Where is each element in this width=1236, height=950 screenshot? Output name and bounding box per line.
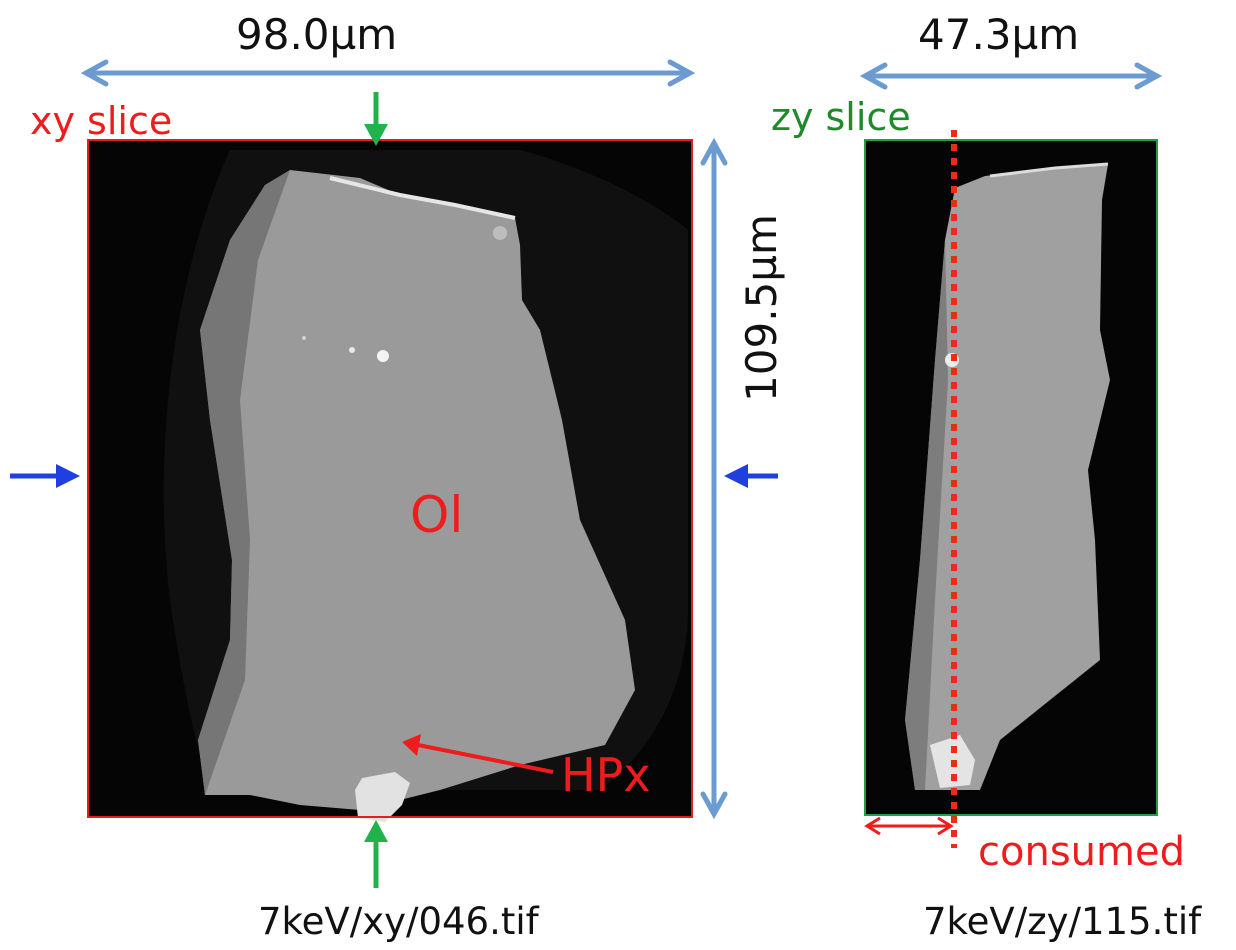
consumed-label: consumed xyxy=(978,829,1185,875)
bright-speck xyxy=(493,226,507,240)
xy-width-arrow xyxy=(80,59,696,87)
xy-slice-frame xyxy=(87,139,693,818)
consumed-width-arrow xyxy=(864,816,954,836)
xy-height-arrow xyxy=(700,137,728,820)
xy-slice-image xyxy=(88,140,692,822)
left-slice-marker-arrow xyxy=(10,464,80,488)
bright-speck xyxy=(302,336,306,340)
xy-slice-label: xy slice xyxy=(30,99,173,143)
hpx-label: HPx xyxy=(561,748,651,802)
xy-width-label: 98.0µm xyxy=(236,10,398,59)
hpx-inclusion xyxy=(355,772,410,822)
olivine-crystal xyxy=(198,170,635,810)
zy-slice-image xyxy=(865,140,1157,815)
zy-width-arrow xyxy=(859,62,1163,90)
xy-height-label: 109.5µm xyxy=(737,214,786,402)
zy-filename-label: 7keV/zy/115.tif xyxy=(923,900,1202,943)
zy-slice-label: zy slice xyxy=(771,95,911,139)
top-slice-marker-arrow xyxy=(364,92,388,146)
xy-filename-label: 7keV/xy/046.tif xyxy=(258,900,539,943)
zy-width-label: 47.3µm xyxy=(918,10,1080,59)
bright-speck xyxy=(377,350,389,362)
zy-slice-frame xyxy=(864,139,1158,816)
zy-crystal xyxy=(905,164,1110,790)
olivine-label: Ol xyxy=(410,486,464,544)
bottom-slice-marker-arrow xyxy=(364,820,388,888)
bright-speck xyxy=(349,347,355,353)
right-slice-marker-arrow xyxy=(724,464,778,488)
hpx-pointer-arrow xyxy=(402,734,554,774)
